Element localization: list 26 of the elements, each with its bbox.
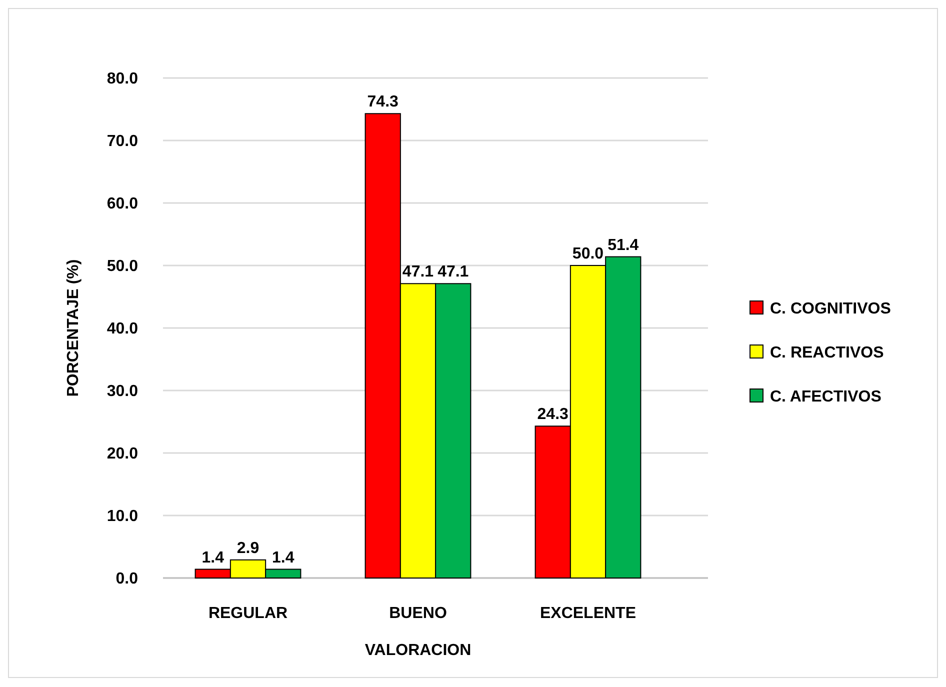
y-tick-label: 50.0	[106, 258, 138, 276]
data-label: 51.4	[608, 236, 639, 254]
x-tick-label: EXCELENTE	[540, 605, 636, 622]
data-label: 1.4	[202, 549, 224, 566]
y-axis-title: PORCENTAJE (%)	[65, 259, 82, 397]
y-tick-label: 40.0	[106, 320, 138, 338]
y-tick-label: 0.0	[116, 570, 138, 588]
legend-label: C. REACTIVOS	[770, 344, 884, 362]
legend-label: C. COGNITIVOS	[770, 300, 892, 318]
x-tick-label: BUENO	[389, 605, 447, 622]
legend-label: C. AFECTIVOS	[770, 388, 882, 406]
data-label: 74.3	[367, 94, 399, 111]
data-label: 1.4	[272, 549, 294, 566]
data-label: 24.3	[537, 406, 569, 424]
y-tick-label: 10.0	[106, 508, 138, 526]
y-tick-label: 60.0	[106, 196, 138, 213]
y-tick-label: 20.0	[106, 446, 138, 463]
x-tick-label: REGULAR	[208, 605, 288, 622]
y-tick-label: 70.0	[106, 133, 138, 150]
data-label: 2.9	[236, 540, 260, 557]
data-label: 47.1	[438, 264, 469, 281]
data-label: 47.1	[402, 264, 434, 281]
y-tick-label: 80.0	[106, 70, 138, 88]
x-axis-title: VALORACION	[364, 642, 472, 659]
y-tick-label: 30.0	[106, 383, 138, 400]
data-label: 50.0	[572, 246, 604, 262]
